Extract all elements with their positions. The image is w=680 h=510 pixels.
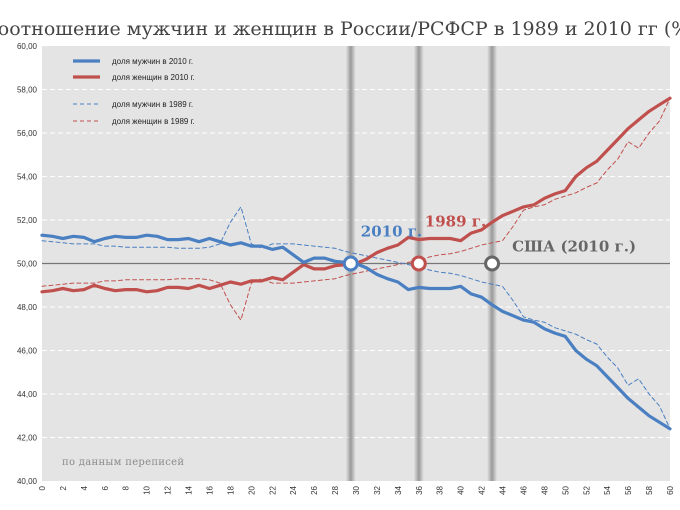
x-tick-label: 46 <box>519 485 528 494</box>
y-tick-label: 54,00 <box>17 173 38 182</box>
y-tick-label: 48,00 <box>17 303 38 312</box>
grid <box>42 89 670 438</box>
x-tick-label: 8 <box>122 485 131 490</box>
x-tick-label: 28 <box>331 485 340 494</box>
x-tick-label: 18 <box>226 485 235 494</box>
y-tick-label: 50,00 <box>17 260 38 269</box>
x-tick-label: 2 <box>59 485 68 490</box>
x-tick-label: 38 <box>436 485 445 494</box>
legend-label: доля мужчин в 2010 г. <box>112 57 193 66</box>
marker-label: 1989 г. <box>425 213 486 231</box>
y-tick-label: 46,00 <box>17 347 38 356</box>
legend-label: доля мужчин в 1989 г. <box>112 100 193 109</box>
x-tick-label: 12 <box>164 485 173 494</box>
x-tick-label: 34 <box>394 485 403 494</box>
x-tick-label: 50 <box>561 485 570 494</box>
x-tick-label: 26 <box>310 485 319 494</box>
y-axis-ticks: 40,00 42,00 44,00 46,00 48,00 50,00 52,00 54,00… <box>17 42 38 486</box>
marker-label: 2010 г. <box>361 223 422 241</box>
y-tick-label: 60,00 <box>17 42 38 51</box>
marker-circle <box>342 255 359 272</box>
x-tick-label: 24 <box>289 485 298 494</box>
x-tick-label: 36 <box>415 485 424 494</box>
x-tick-label: 42 <box>478 485 487 494</box>
legend-label: доля женщин в 2010 г. <box>112 73 195 82</box>
y-tick-label: 42,00 <box>17 434 38 443</box>
x-tick-label: 6 <box>101 485 110 490</box>
x-tick-label: 22 <box>268 485 277 494</box>
chart-title: Соотношение мужчин и женщин в России/РСФ… <box>0 18 680 40</box>
y-tick-label: 44,00 <box>17 390 38 399</box>
x-tick-label: 20 <box>247 485 256 494</box>
x-tick-label: 48 <box>540 485 549 494</box>
x-tick-label: 58 <box>645 485 654 494</box>
y-tick-label: 56,00 <box>17 129 38 138</box>
y-tick-label: 58,00 <box>17 86 38 95</box>
x-tick-label: 40 <box>457 485 466 494</box>
marker-circle <box>484 255 501 272</box>
x-tick-label: 32 <box>373 485 382 494</box>
x-tick-label: 16 <box>205 485 214 494</box>
x-tick-label: 30 <box>352 485 361 494</box>
source-note: по данным переписей <box>62 457 184 468</box>
x-tick-label: 52 <box>582 485 591 494</box>
legend: доля мужчин в 2010 г. доля женщин в 2010 … <box>73 57 195 126</box>
y-tick-label: 52,00 <box>17 216 38 225</box>
x-tick-label: 60 <box>666 485 675 494</box>
y-tick-label: 40,00 <box>17 477 38 486</box>
series-line-4 <box>41 97 671 321</box>
x-tick-label: 56 <box>624 485 633 494</box>
x-tick-label: 10 <box>143 485 152 494</box>
x-axis-ticks: 0 2 4 6 8 10 12 14 16 18 20 22 24 26 28 30 32 34 36 38 40 42 4… <box>38 485 675 494</box>
markers-group: 2010 г.1989 г. США (2010 г.) <box>342 213 636 272</box>
x-tick-label: 54 <box>603 485 612 494</box>
legend-label: доля женщин в 1989 г. <box>112 117 195 126</box>
marker-circle <box>410 255 427 272</box>
x-tick-label: 4 <box>80 485 89 490</box>
x-tick-label: 44 <box>499 485 508 494</box>
series-line-3 <box>41 206 671 430</box>
x-tick-label: 14 <box>185 485 194 494</box>
x-tick-label: 0 <box>38 485 47 490</box>
marker-label: США (2010 г.) <box>512 238 636 256</box>
